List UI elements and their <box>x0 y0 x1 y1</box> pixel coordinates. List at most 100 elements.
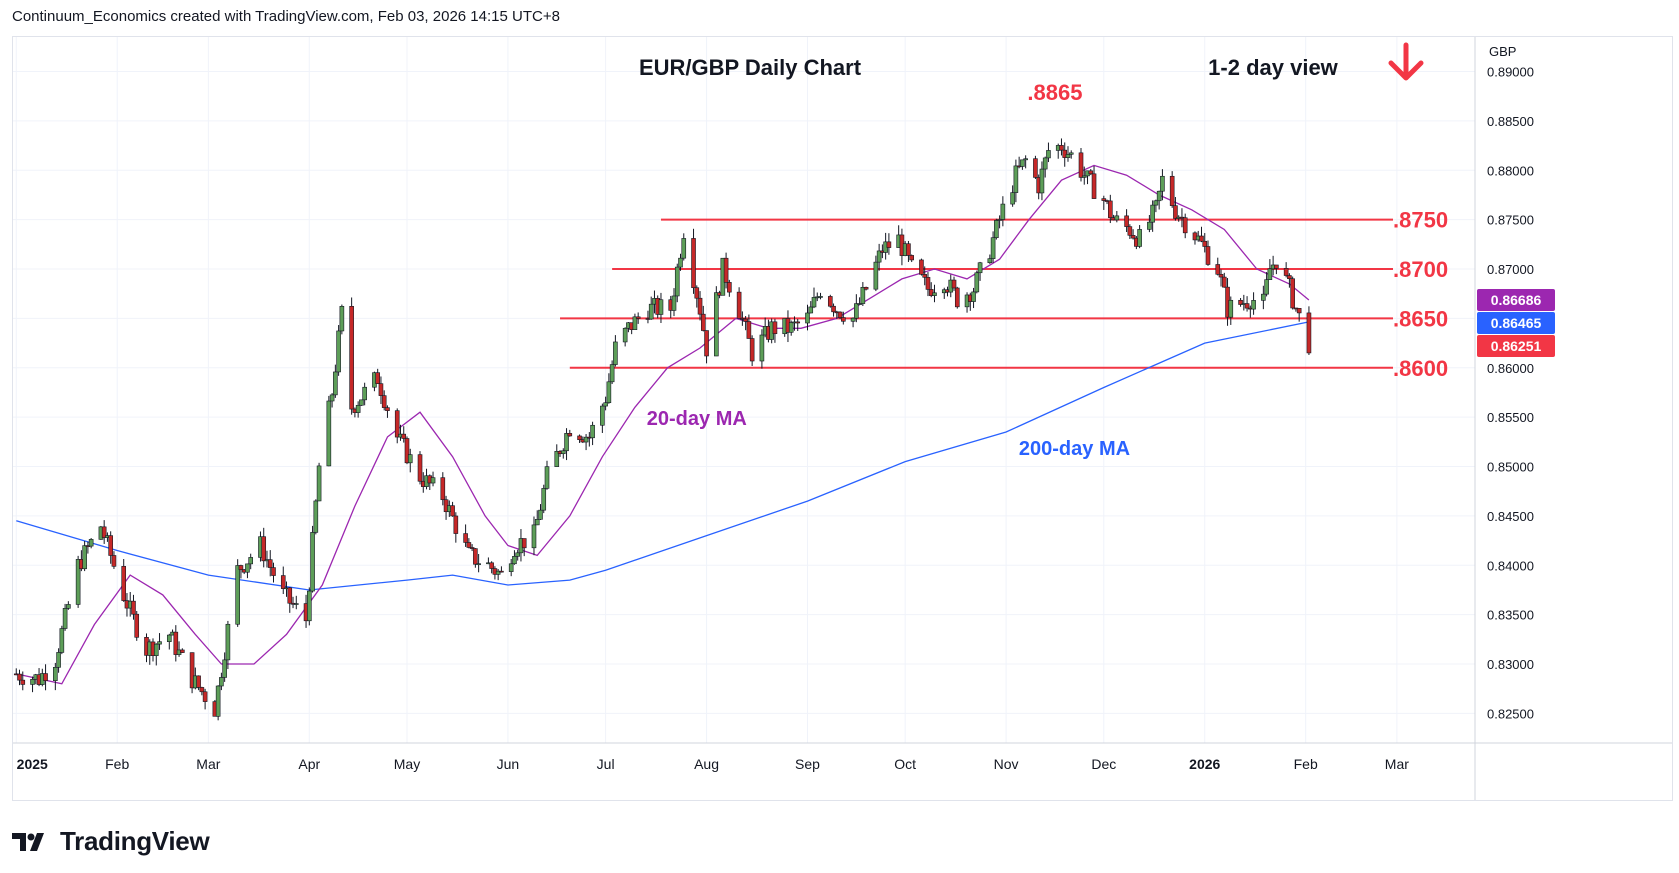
candle-body <box>674 266 680 297</box>
candle-body <box>339 306 345 332</box>
candle-body <box>515 552 520 557</box>
candle-body <box>906 243 911 256</box>
candle-body <box>1059 145 1064 151</box>
candle-body <box>1202 240 1208 247</box>
candle-body <box>199 687 205 693</box>
candle-body <box>30 679 35 685</box>
x-tick-label: Dec <box>1091 756 1116 772</box>
chart-annotation: .8865 <box>1027 80 1082 105</box>
candle-body <box>977 262 983 274</box>
candle-body <box>20 679 26 685</box>
candle-body <box>749 338 755 362</box>
candle-body <box>1068 152 1074 155</box>
ma200-line <box>16 321 1310 591</box>
candle-body <box>909 255 914 261</box>
candle-body <box>450 505 455 517</box>
candle-body <box>1114 215 1120 221</box>
candle-body <box>215 685 221 717</box>
brand-name: TradingView <box>60 826 210 856</box>
candle-body <box>827 296 833 307</box>
candle-body <box>108 535 113 556</box>
candle-body <box>359 399 364 406</box>
candle-body <box>1169 175 1175 206</box>
candle-body <box>1150 204 1155 223</box>
x-tick-label: Jun <box>497 756 520 772</box>
candle-body <box>577 435 582 441</box>
candle-body <box>1283 268 1289 276</box>
price-label: 0.86465 <box>1491 315 1542 331</box>
x-tick-label: May <box>394 756 420 772</box>
candle-body <box>567 433 573 437</box>
tradingview-brand[interactable]: TradingView <box>12 826 210 857</box>
candle-body <box>1182 217 1188 234</box>
x-tick-label: Feb <box>105 756 129 772</box>
candle-body <box>499 570 504 573</box>
candle-body <box>697 297 703 315</box>
level-label: .8600 <box>1393 356 1448 381</box>
x-tick-label: Feb <box>1294 756 1318 772</box>
candle-body <box>310 532 315 592</box>
eurgbp-candlestick-chart[interactable]: .8750 .8700 .8650 .8600 .8865 20-day MA 200-d… <box>13 37 1672 800</box>
candle-body <box>922 274 928 278</box>
candle-body <box>541 488 547 511</box>
candle-body <box>1160 175 1165 192</box>
x-tick-label: 2025 <box>17 756 48 772</box>
candle-body <box>381 395 387 408</box>
level-label: .8700 <box>1393 257 1448 282</box>
candle-body <box>53 667 58 681</box>
candle-body <box>863 286 869 290</box>
candle-body <box>153 643 159 656</box>
x-tick-label: Apr <box>298 756 320 772</box>
candle-body <box>1274 264 1279 269</box>
candle-body <box>489 562 494 569</box>
candle-body <box>173 631 179 655</box>
candle-body <box>854 303 859 319</box>
price-label-box <box>1477 289 1555 312</box>
candle-body <box>691 238 696 289</box>
attribution-text: Continuum_Economics created with Trading… <box>12 8 560 25</box>
candle-body <box>362 386 367 401</box>
candle-body <box>1173 205 1178 219</box>
candle-body <box>271 567 276 576</box>
candle-body <box>248 557 253 565</box>
candle-body <box>453 515 459 534</box>
level-label: .8650 <box>1393 306 1448 331</box>
candle-body <box>1091 173 1097 199</box>
arrow-down-icon <box>1388 42 1424 81</box>
x-tick-label: Aug <box>694 756 719 772</box>
x-tick-label: 2026 <box>1189 756 1220 772</box>
candle-body <box>394 410 400 438</box>
y-tick-label: 0.82500 <box>1487 706 1534 721</box>
y-tick-label: 0.87500 <box>1487 213 1534 228</box>
candle-body <box>788 322 794 333</box>
candle-body <box>111 555 117 567</box>
candle-body <box>1081 175 1087 178</box>
candle-body <box>261 536 267 562</box>
candle-body <box>632 316 638 330</box>
candle-body <box>1000 203 1006 220</box>
candle-body <box>222 659 227 678</box>
candle-body <box>1251 300 1256 310</box>
candle-body <box>1088 170 1094 175</box>
ma20-line <box>16 164 1310 685</box>
price-label: 0.86251 <box>1491 338 1542 354</box>
y-tick-label: 0.88500 <box>1487 114 1534 129</box>
candle-body <box>925 277 931 290</box>
candle-body <box>860 286 866 304</box>
candle-body <box>648 303 654 320</box>
candle-body <box>1205 246 1211 265</box>
candle-body <box>590 424 595 439</box>
candle-body <box>1228 299 1234 318</box>
candle-body <box>407 454 413 464</box>
chart-frame: .8750 .8700 .8650 .8600 .8865 20-day MA 200-d… <box>12 36 1673 801</box>
x-tick-label: Jul <box>597 756 615 772</box>
candle-body <box>600 405 605 426</box>
y-tick-label: 0.84000 <box>1487 558 1534 573</box>
candle-body <box>727 282 732 293</box>
candle-body <box>293 603 299 605</box>
candle-body <box>375 372 380 384</box>
candle-body <box>307 590 312 622</box>
y-tick-label: 0.86000 <box>1487 361 1534 376</box>
candle-body <box>658 299 664 315</box>
candle-body <box>951 279 957 289</box>
